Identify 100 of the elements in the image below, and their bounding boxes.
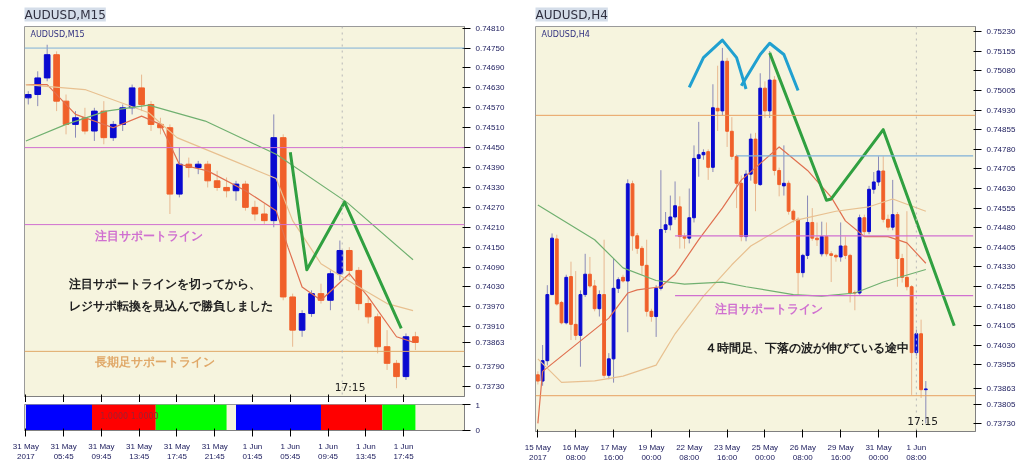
annotation: ４時間足、下落の波が伸びている途中 — [704, 340, 909, 355]
y-tick-label: 0.73863 — [475, 337, 505, 347]
candlestick — [763, 80, 767, 119]
x-tick-label: 31 May 05:45 — [50, 441, 77, 462]
candlestick — [781, 144, 786, 197]
y-tick-label: 0.75080 — [986, 66, 1016, 76]
candlestick — [298, 309, 306, 338]
y-tick-label: 0.74750 — [475, 43, 505, 53]
y-tick-label: 0.74690 — [475, 63, 505, 73]
candlestick — [838, 221, 843, 263]
x-tick-label: 31 May 17:45 — [163, 441, 191, 462]
chart-title: AUDUSD,H4 — [535, 7, 608, 22]
y-tick-label: 0.73955 — [986, 360, 1016, 370]
candlestick — [706, 148, 711, 181]
x-tick-label: 31 May 00:00 — [865, 442, 892, 463]
candlestick — [668, 195, 673, 231]
y-tick-label: 0.74030 — [986, 340, 1016, 350]
candlestick — [119, 103, 127, 132]
candlestick — [251, 200, 259, 222]
candlestick — [62, 94, 70, 135]
x-tick-label: 1 Jun 01:45 — [242, 441, 264, 462]
annotation: 17:15 — [907, 415, 939, 429]
candlestick — [308, 289, 315, 318]
y-tick-label: 0.74180 — [986, 301, 1016, 311]
candlestick — [914, 329, 919, 357]
line-series — [537, 204, 927, 297]
x-tick-label: 23 May 16:00 — [714, 442, 741, 463]
x-tick-label: 31 May 13:45 — [126, 441, 153, 462]
candlestick — [109, 120, 117, 142]
x-tick-label: 17 May 16:00 — [600, 442, 627, 463]
x-tick-label: 1 Jun 13:45 — [355, 441, 377, 462]
candlestick — [383, 329, 391, 371]
ref-line-label: 注目サポートライン — [93, 228, 203, 243]
y-tick-label: 0.74780 — [986, 144, 1016, 154]
candlestick — [573, 270, 578, 341]
candlestick — [412, 331, 419, 351]
candlestick — [242, 180, 249, 212]
y-tick-label: 1 — [475, 400, 481, 410]
annotation: 注目サポートラインを切ってから、 — [67, 277, 261, 292]
y-tick-label: 0.75005 — [986, 86, 1016, 96]
candlestick — [876, 155, 881, 187]
annotation: レジサポ転換を見込んで勝負しました — [68, 299, 273, 314]
x-tick-label: 1 Jun 09:45 — [318, 441, 339, 462]
y-tick-label: 0 — [475, 426, 481, 435]
x-tick-label: 25 May 00:00 — [751, 442, 779, 463]
candlestick — [393, 359, 400, 389]
candlestick — [715, 65, 720, 132]
y-tick-label: 0.73790 — [475, 362, 505, 372]
x-tick-label: 16 May 08:00 — [562, 442, 589, 463]
y-tick-label: 0.74330 — [475, 182, 505, 192]
candlestick — [34, 70, 42, 107]
y-tick-label: 0.73910 — [475, 322, 505, 332]
candlestick — [862, 214, 867, 237]
series-label: 注目サポートライン — [714, 301, 824, 316]
y-tick-label: 0.74855 — [986, 125, 1016, 135]
candlestick — [364, 296, 372, 324]
x-tick-label: 22 May 08:00 — [676, 442, 703, 463]
candlestick — [810, 207, 815, 242]
candlestick — [204, 160, 212, 188]
y-tick-label: 0.74930 — [986, 105, 1016, 115]
y-tick-label: 0.73970 — [475, 302, 505, 312]
y-tick-label: 0.75230 — [986, 27, 1016, 37]
y-tick-label: 0.75155 — [986, 46, 1016, 56]
y-tick-label: 0.74510 — [475, 123, 505, 133]
line-series — [25, 104, 414, 261]
y-tick-label: 0.74450 — [475, 143, 505, 153]
x-tick-label: 1 Jun 05:45 — [280, 441, 301, 462]
y-tick-label: 0.74555 — [986, 203, 1016, 213]
y-tick-label: 0.73805 — [986, 399, 1016, 409]
y-tick-label: 0.74390 — [475, 163, 505, 173]
y-tick-label: 0.74255 — [986, 281, 1016, 291]
candlestick — [43, 44, 51, 82]
y-tick-label: 0.74630 — [475, 83, 505, 93]
y-tick-label: 0.74210 — [475, 222, 505, 232]
y-tick-label: 0.73730 — [475, 382, 505, 392]
candlestick — [261, 203, 268, 225]
candlestick — [819, 221, 824, 257]
x-tick-label: 19 May 00:00 — [638, 442, 665, 463]
candlestick — [597, 289, 602, 318]
candlestick — [890, 179, 895, 231]
x-tick-label: 26 May 08:00 — [789, 442, 816, 463]
y-tick-label: 0.74150 — [475, 242, 505, 252]
y-tick-label: 0.74810 — [475, 23, 505, 33]
x-tick-label: 31 May 2017 — [12, 441, 40, 462]
annotation: 17:15 — [334, 380, 366, 394]
chart-subtitle: AUDUSD,M15 — [30, 29, 85, 39]
y-tick-label: 0.73730 — [986, 419, 1016, 429]
x-tick-label: 31 May 21:45 — [201, 441, 228, 462]
candlestick — [91, 107, 98, 142]
candlestick — [336, 240, 344, 281]
y-tick-label: 0.74405 — [986, 242, 1016, 252]
y-tick-label: 0.74705 — [986, 164, 1016, 174]
candlestick — [223, 176, 230, 198]
y-tick-label: 0.74480 — [986, 223, 1016, 233]
x-tick-label: 1 Jun 08:00 — [906, 442, 927, 463]
candlestick — [345, 246, 353, 278]
ref-line-label: 長期足サポートライン — [93, 355, 215, 370]
line-series — [537, 198, 927, 383]
y-tick-label: 0.74570 — [475, 103, 505, 113]
y-tick-label: 0.74630 — [986, 184, 1016, 193]
